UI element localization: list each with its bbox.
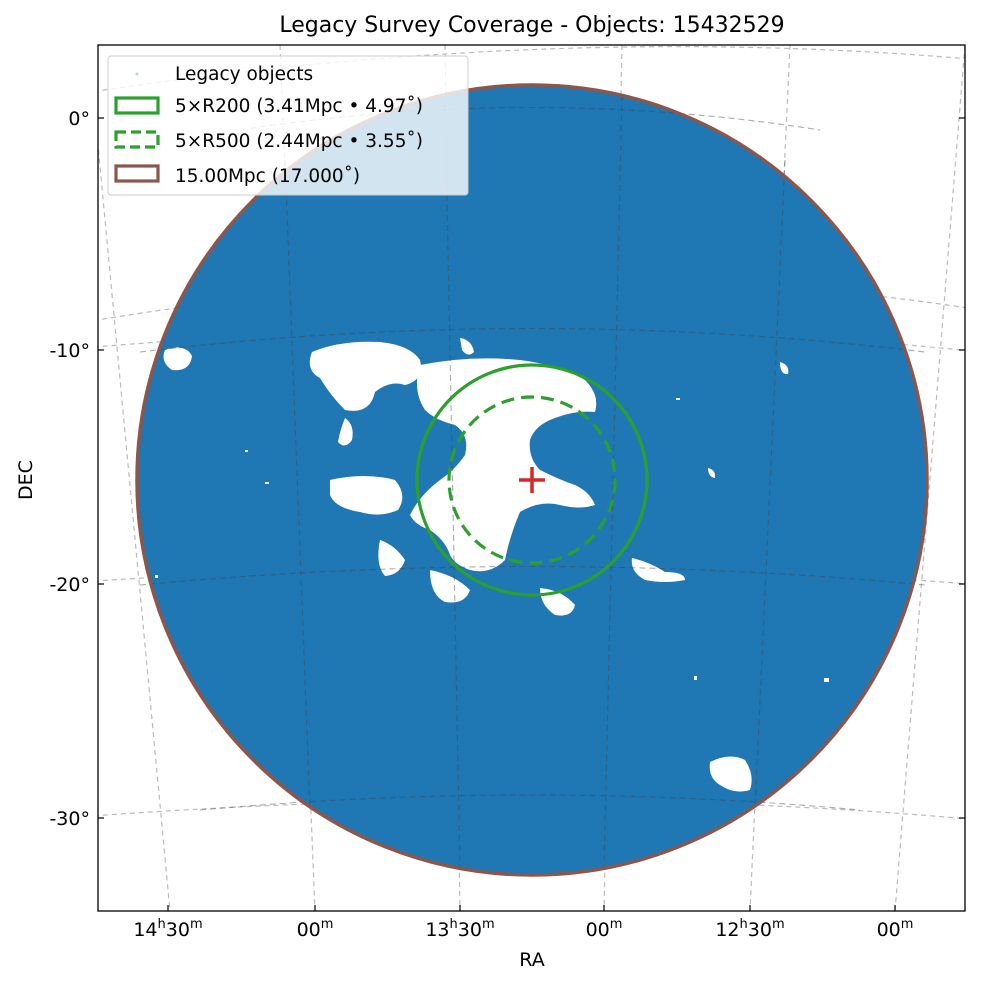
dec-gridline <box>199 794 861 811</box>
coverage-hole <box>245 450 248 452</box>
x-axis-label: RA <box>519 949 544 971</box>
coverage-hole <box>631 558 685 582</box>
dec-gridline <box>139 565 926 586</box>
r200-circle <box>415 363 649 597</box>
coverage-hole <box>708 468 716 478</box>
legend-swatch-r500 <box>114 130 160 149</box>
y-tick-label: -30° <box>49 808 90 830</box>
legend-swatch-r200 <box>114 96 160 115</box>
x-tick-label: 14h30m <box>133 917 202 941</box>
x-axis-ticks <box>167 905 896 911</box>
ra-gridline <box>894 45 965 911</box>
y-tick-label: -10° <box>49 340 90 362</box>
coverage-hole <box>163 347 192 371</box>
ra-gridline <box>98 46 965 92</box>
legend-box <box>107 55 469 196</box>
sky-grid-inner <box>139 94 926 871</box>
axes-frame <box>97 44 966 912</box>
coverage-hole <box>309 341 421 411</box>
y-axis-ticks <box>98 117 965 819</box>
legend-swatch-points <box>135 72 139 76</box>
coverage-hole <box>155 575 158 578</box>
coverage-hole <box>430 570 470 603</box>
x-tick-label: 00m <box>297 917 334 941</box>
x-tick-label: 12h30m <box>715 917 784 941</box>
x-tick-label: 13h30m <box>425 917 494 941</box>
y-axis-label: DEC <box>15 460 37 500</box>
legend-label: Legacy objects <box>175 64 313 85</box>
coverage-hole <box>265 482 269 484</box>
coverage-hole <box>338 418 353 446</box>
r500-circle <box>447 395 617 565</box>
coverage-hole <box>676 398 680 400</box>
y-tick-label: -20° <box>49 574 90 596</box>
ra-gridline <box>754 159 786 811</box>
legend: Legacy objects 5×R200 (3.41Mpc • 4.97˚) … <box>107 55 469 196</box>
coverage-hole <box>694 676 697 680</box>
coverage-hole <box>780 362 789 375</box>
coverage-hole <box>709 756 752 792</box>
x-tick-label: 00m <box>586 917 623 941</box>
ra-gridline <box>444 94 461 871</box>
x-tick-labels: 14h30m 00m 13h30m 00m 12h30m 00m <box>133 917 913 941</box>
coverage-hole <box>460 338 474 355</box>
legend-swatch-outer <box>114 164 160 183</box>
ra-gridline <box>284 159 311 811</box>
legend-label: 15.00Mpc (17.000˚) <box>175 166 360 187</box>
outer-15mpc-circle <box>135 83 929 877</box>
x-tick-label: 00m <box>877 917 914 941</box>
ra-gridline <box>98 138 171 911</box>
coverage-hole <box>824 678 829 682</box>
legend-label: 5×R200 (3.41Mpc • 4.97˚) <box>175 96 423 117</box>
y-tick-label: 0° <box>68 108 90 130</box>
chart-title: Legacy Survey Coverage - Objects: 154325… <box>279 13 784 38</box>
coverage-hole <box>330 476 403 515</box>
cluster-center-marker <box>519 467 545 493</box>
legend-label: 5×R500 (2.44Mpc • 3.55˚) <box>175 131 423 152</box>
coverage-hole <box>378 540 405 576</box>
dec-gridline <box>139 327 926 353</box>
